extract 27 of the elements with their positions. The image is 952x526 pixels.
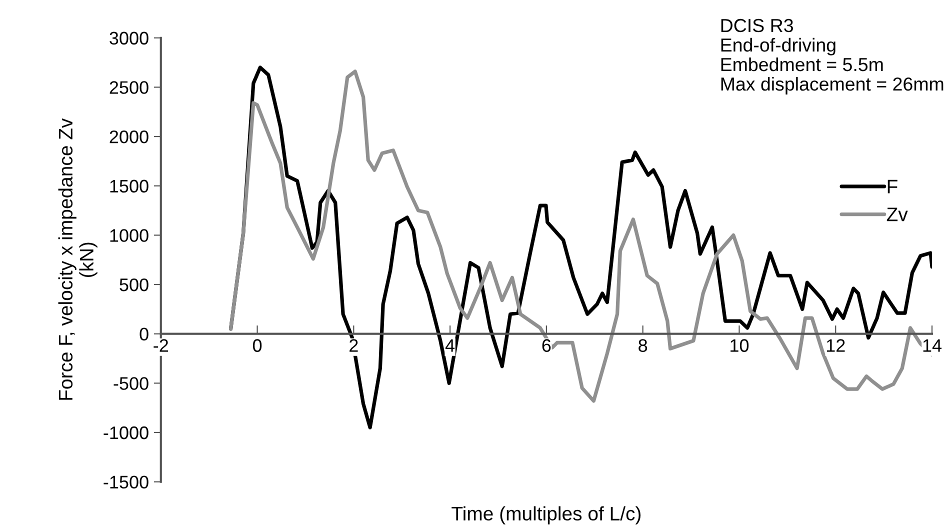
text: DCIS R3 bbox=[721, 18, 793, 32]
y-tick-label: -1000 bbox=[104, 426, 148, 440]
x-tick-label: -2 bbox=[154, 339, 168, 352]
x-tick-label: 12 bbox=[826, 339, 845, 352]
y-tick-label: 1500 bbox=[110, 180, 148, 193]
x-tick-label: 14 bbox=[923, 339, 942, 352]
x-tick-label: 10 bbox=[730, 339, 749, 352]
y-tick-label: -500 bbox=[114, 377, 148, 390]
legend-label: F bbox=[888, 180, 898, 194]
x-axis-title: Time (multiples of L/c) bbox=[452, 506, 641, 524]
x-tick-label: 6 bbox=[542, 339, 551, 352]
x-tick-label: 8 bbox=[638, 339, 648, 352]
annotation: Embedment = 5.5m bbox=[721, 57, 883, 72]
x-tick-label: 0 bbox=[252, 339, 262, 352]
y-tick-label: 1000 bbox=[110, 229, 148, 242]
annotation: End-of-driving bbox=[721, 38, 836, 56]
y-tick-label: 500 bbox=[120, 278, 148, 292]
y-axis-title: Force F, velocity x impedance Zv (kN) bbox=[58, 118, 98, 400]
y-tick-label: 2500 bbox=[110, 81, 148, 94]
annotation: Max displacement = 26mm bbox=[721, 76, 944, 94]
y-tick-label: 2000 bbox=[110, 130, 148, 144]
x-tick-label: 2 bbox=[350, 339, 358, 352]
y-tick-label: 3000 bbox=[110, 32, 148, 45]
x-tick-label: 4 bbox=[445, 339, 455, 352]
legend-label: Zv bbox=[886, 208, 908, 222]
y-tick-label: 0 bbox=[140, 328, 148, 341]
y-tick-label: -1500 bbox=[104, 476, 148, 489]
